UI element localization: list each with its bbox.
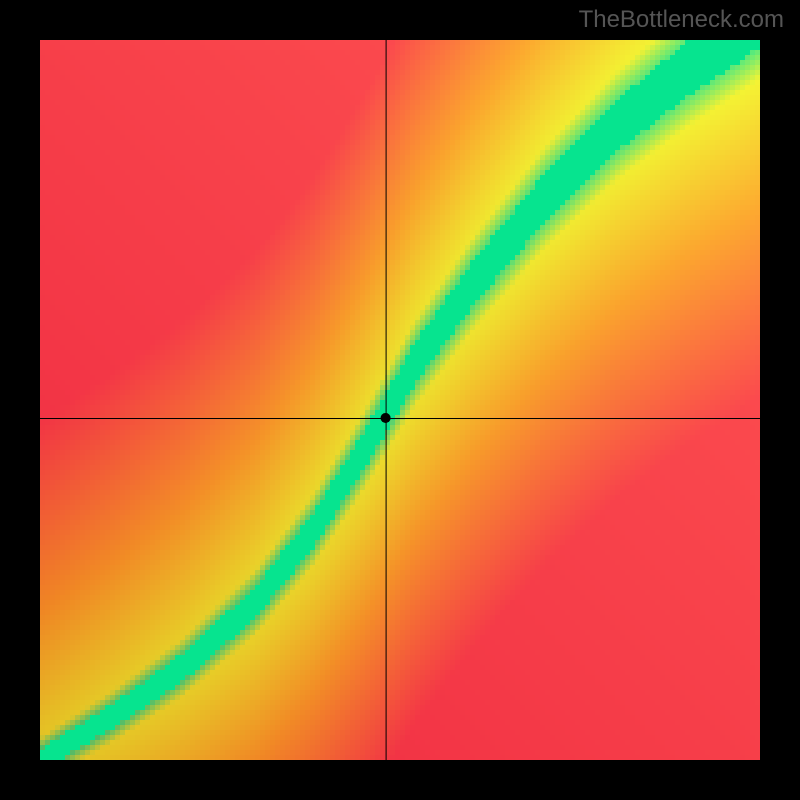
watermark-text: TheBottleneck.com bbox=[579, 6, 784, 34]
chart-container: TheBottleneck.com bbox=[0, 0, 800, 800]
bottleneck-heatmap bbox=[0, 0, 800, 800]
